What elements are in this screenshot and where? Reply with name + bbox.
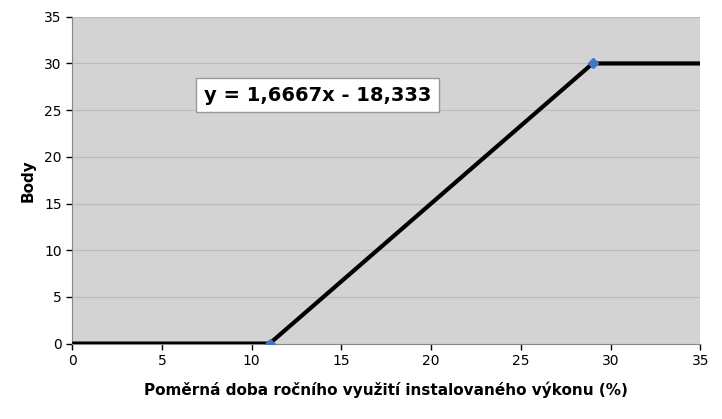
X-axis label: Poměrná doba ročního využití instalovaného výkonu (%): Poměrná doba ročního využití instalované… bbox=[144, 382, 628, 398]
Y-axis label: Body: Body bbox=[21, 159, 36, 202]
Text: y = 1,6667x - 18,333: y = 1,6667x - 18,333 bbox=[204, 86, 432, 105]
